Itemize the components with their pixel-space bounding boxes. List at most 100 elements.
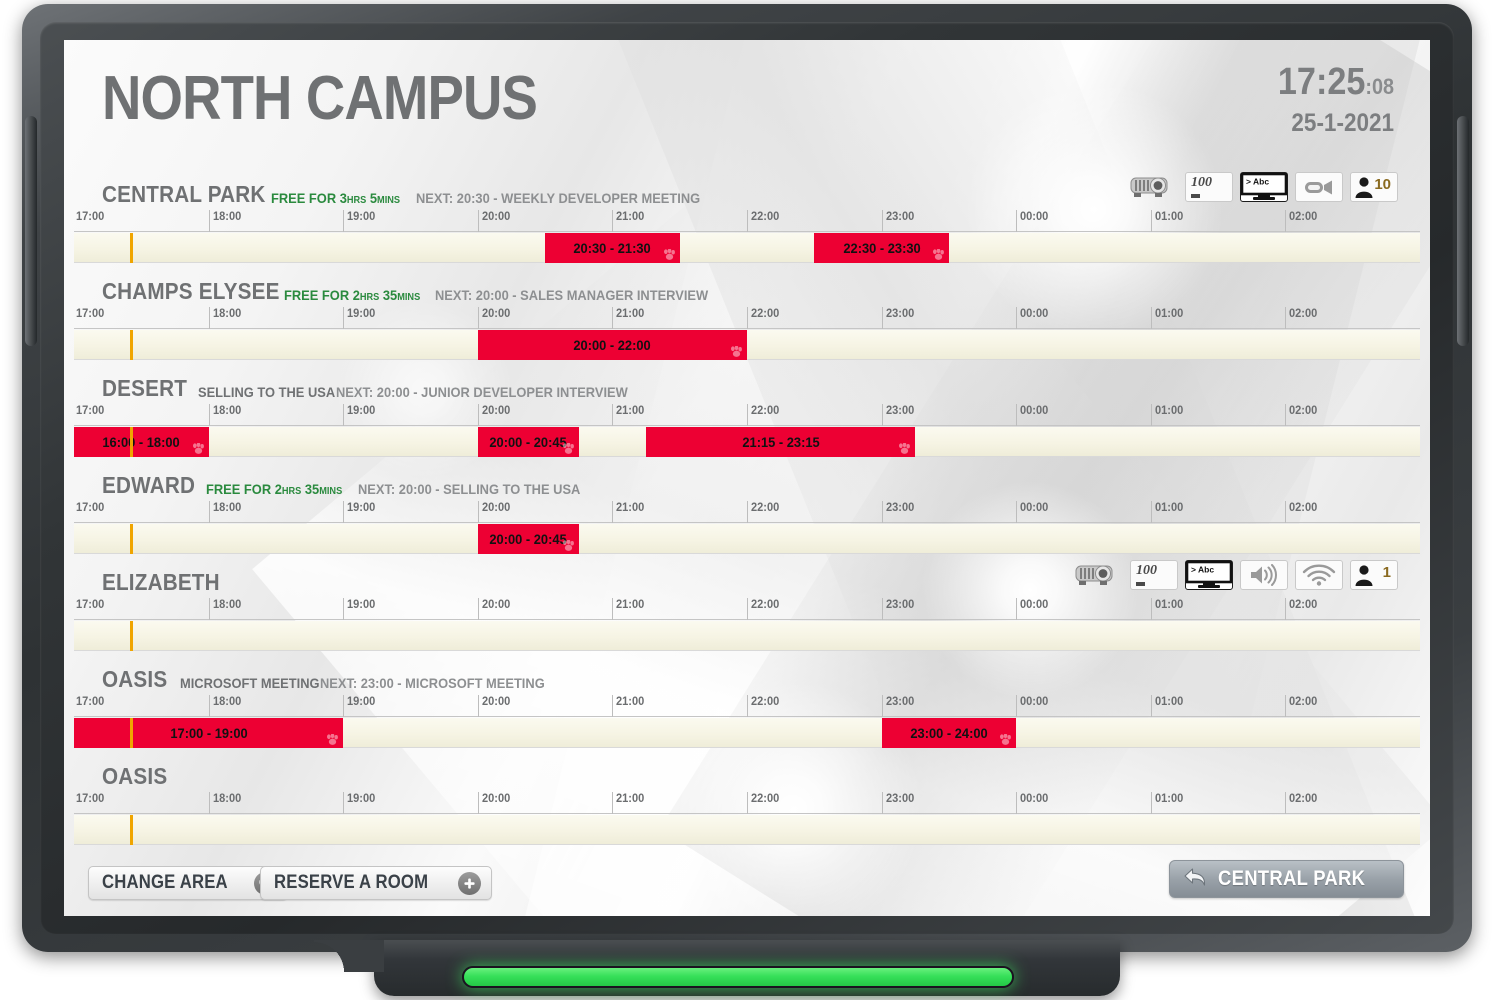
room-header: CHAMPS ELYSEE FREE FOR 2HRS 35MINS NEXT: 2…: [64, 267, 1430, 307]
room-row[interactable]: OASIS 17:00 18:00 19:00 20:00 21:00 22:00 23:00…: [64, 752, 1430, 849]
svg-text:> Abc: > Abc: [1191, 565, 1214, 575]
timeline-tick: 17:00: [74, 307, 107, 329]
svg-text:> Abc: > Abc: [1246, 177, 1269, 187]
footer: CHANGE AREA RESERVE A ROOM CENTRAL PARK: [64, 854, 1430, 916]
projector-icon[interactable]: [1126, 172, 1178, 202]
timeline-tick: 00:00: [1016, 598, 1051, 620]
timeline-tick: 19:00: [343, 210, 378, 232]
room-next-meeting: NEXT: 20:00 - SELLING TO THE USA: [357, 481, 581, 497]
booking-block[interactable]: 20:00 - 22:00: [477, 330, 747, 360]
room-header: OASIS: [64, 752, 1430, 792]
timeline-tick-label: 00:00: [1020, 694, 1049, 708]
timeline-tick: 00:00: [1016, 307, 1051, 329]
booking-block[interactable]: 21:15 - 23:15: [646, 427, 916, 457]
room-timeline[interactable]: 17:00 18:00 19:00 20:00 21:00 22:00 23:00 00:00…: [64, 598, 1430, 655]
booking-time-label: 20:00 - 20:45: [489, 434, 567, 450]
timeline-tick: 23:00: [881, 500, 917, 523]
timeline-tick: 20:00: [477, 210, 513, 232]
room-name: ELIZABETH: [102, 569, 220, 595]
room-timeline[interactable]: 17:00 18:00 19:00 20:00 21:00 22:00 23:00 00:00…: [64, 695, 1430, 752]
room-timeline[interactable]: 17:00 18:00 19:00 20:00 21:00 22:00 23:00 00:00…: [64, 307, 1430, 364]
current-time-marker: [130, 621, 134, 651]
timeline-tick: 22:00: [747, 210, 782, 232]
capacity-icon[interactable]: 10: [1350, 172, 1398, 202]
booking-block[interactable]: 20:00 - 20:45: [477, 427, 579, 457]
timeline-tick-label: 21:00: [616, 403, 645, 417]
room-row[interactable]: CENTRAL PARK FREE FOR 3HRS 5MINS NEXT: 20:…: [64, 170, 1430, 267]
room-row[interactable]: DESERT SELLING TO THE USA NEXT: 20:00 - JU…: [64, 364, 1430, 461]
timeline-tick: 01:00: [1150, 597, 1186, 620]
timeline-tick-label: 02:00: [1289, 597, 1318, 611]
timeline-tick-label: 21:00: [616, 694, 645, 708]
timeline-tick-label: 18:00: [212, 791, 241, 805]
tv-screen-icon[interactable]: > Abc: [1240, 172, 1288, 202]
booking-block[interactable]: 23:00 - 24:00: [881, 718, 1017, 748]
room-amenities: 100 > Abc 1: [1071, 560, 1398, 590]
room-timeline[interactable]: 17:00 18:00 19:00 20:00 21:00 22:00 23:00 00:00…: [64, 210, 1430, 267]
timeline-tick: 18:00: [208, 307, 244, 329]
booking-time-label: 23:00 - 24:00: [910, 725, 988, 741]
projector-icon[interactable]: [1071, 560, 1123, 590]
booking-block[interactable]: 17:00 - 19:00: [74, 718, 344, 748]
booking-block[interactable]: 20:00 - 20:45: [477, 524, 579, 554]
timeline-tick: 21:00: [612, 695, 647, 717]
change-area-button[interactable]: CHANGE AREA: [88, 866, 288, 900]
timeline-tick: 00:00: [1016, 792, 1051, 814]
timeline-tick-label: 23:00: [885, 500, 914, 514]
timeline-track[interactable]: 20:00 - 22:00: [74, 330, 1420, 360]
reserve-room-button[interactable]: RESERVE A ROOM: [260, 866, 493, 900]
timeline-tick-label: 00:00: [1020, 306, 1049, 320]
timeline-track[interactable]: 20:00 - 20:45: [74, 524, 1420, 554]
booking-block[interactable]: 20:30 - 21:30: [545, 233, 680, 263]
capacity-icon[interactable]: 1: [1350, 560, 1398, 590]
room-timeline[interactable]: 17:00 18:00 19:00 20:00 21:00 22:00 23:00 00:00…: [64, 792, 1430, 849]
current-time-marker: [130, 330, 134, 360]
speaker-icon[interactable]: [1240, 560, 1288, 590]
room-name: EDWARD: [102, 472, 196, 498]
video-camera-icon[interactable]: [1295, 172, 1343, 202]
timeline-tick: 02:00: [1285, 598, 1320, 620]
timeline-tick-label: 17:00: [76, 209, 105, 223]
booking-block[interactable]: 22:30 - 23:30: [814, 233, 949, 263]
current-time-marker: [130, 718, 134, 748]
timeline-tick: 19:00: [343, 307, 378, 329]
wifi-icon[interactable]: [1295, 560, 1343, 590]
timeline-track[interactable]: 16:00 - 18:00 20:00 - 20:45 21:15 - 23:15: [74, 427, 1420, 457]
timeline-track[interactable]: 17:00 - 19:00 23:00 - 24:00: [74, 718, 1420, 748]
timeline-track[interactable]: [74, 815, 1420, 845]
timeline-tick-label: 02:00: [1289, 403, 1318, 417]
timeline-tick-label: 02:00: [1289, 791, 1318, 805]
timeline-tick-label: 00:00: [1020, 403, 1049, 417]
timeline-tick: 20:00: [477, 501, 513, 523]
booking-block[interactable]: 16:00 - 18:00: [74, 427, 209, 457]
timeline-tick-label: 00:00: [1020, 209, 1049, 223]
timeline-track[interactable]: [74, 621, 1420, 651]
whiteboard-icon[interactable]: 100: [1130, 560, 1178, 590]
timeline-axis: 17:00 18:00 19:00 20:00 21:00 22:00 23:00 00:00…: [74, 307, 1420, 329]
timeline-tick: 17:00: [74, 501, 107, 523]
room-header: DESERT SELLING TO THE USA NEXT: 20:00 - JU…: [64, 364, 1430, 404]
timeline-tick-label: 01:00: [1154, 597, 1184, 611]
room-row[interactable]: EDWARD FREE FOR 2HRS 35MINS NEXT: 20:00 - …: [64, 461, 1430, 558]
clock-hours-minutes: 17:25: [1277, 61, 1366, 103]
tv-screen-icon[interactable]: > Abc: [1185, 560, 1233, 590]
room-status: FREE FOR 2HRS 35MINS: [283, 287, 420, 303]
room-name: CHAMPS ELYSEE: [102, 278, 280, 304]
clock-date: 25-1-2021: [1291, 109, 1394, 137]
timeline-tick-label: 19:00: [347, 500, 376, 514]
timeline-tick-label: 01:00: [1154, 694, 1184, 708]
room-row[interactable]: ELIZABETH 100 > Abc 1 17:00 18:00 19:00 20:00 21…: [64, 558, 1430, 655]
room-row[interactable]: CHAMPS ELYSEE FREE FOR 2HRS 35MINS NEXT: 2…: [64, 267, 1430, 364]
whiteboard-icon[interactable]: 100: [1185, 172, 1233, 202]
current-time-marker: [130, 233, 134, 263]
timeline-tick-label: 20:00: [481, 306, 511, 320]
booking-time-label: 22:30 - 23:30: [842, 240, 921, 256]
room-timeline[interactable]: 17:00 18:00 19:00 20:00 21:00 22:00 23:00 00:00…: [64, 404, 1430, 461]
timeline-tick-label: 00:00: [1020, 500, 1049, 514]
room-row[interactable]: OASIS MICROSOFT MEETING NEXT: 23:00 - MICR…: [64, 655, 1430, 752]
timeline-tick-label: 01:00: [1154, 306, 1184, 320]
back-to-room-button[interactable]: CENTRAL PARK: [1168, 860, 1404, 898]
timeline-tick-label: 01:00: [1154, 791, 1184, 805]
room-timeline[interactable]: 17:00 18:00 19:00 20:00 21:00 22:00 23:00 00:00…: [64, 501, 1430, 558]
timeline-track[interactable]: 20:30 - 21:30 22:30 - 23:30: [74, 233, 1420, 263]
